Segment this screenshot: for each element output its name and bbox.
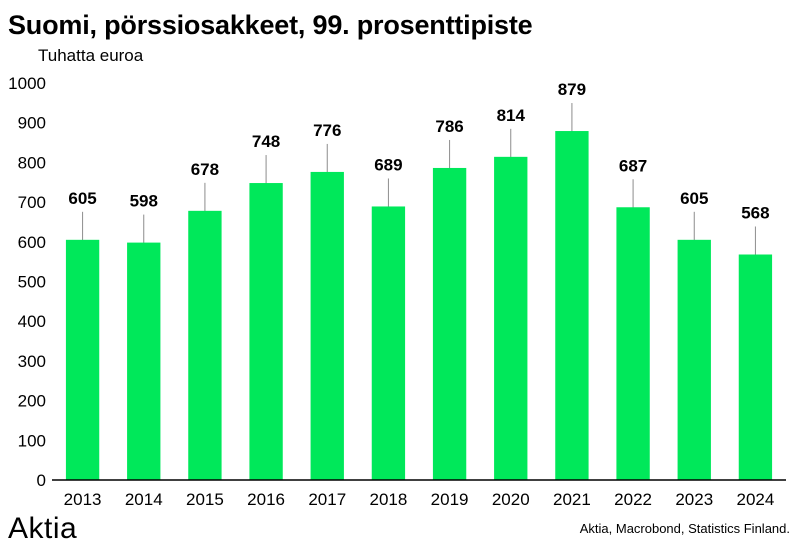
- bar: [616, 207, 650, 481]
- y-tick-label: 300: [18, 352, 46, 371]
- data-label: 786: [435, 117, 463, 136]
- x-tick-label: 2019: [431, 490, 469, 509]
- data-label: 598: [130, 192, 158, 211]
- y-tick-label: 500: [18, 273, 46, 292]
- x-tick-label: 2023: [675, 490, 713, 509]
- bar: [371, 206, 406, 481]
- bar: [738, 254, 773, 480]
- bar: [432, 167, 467, 480]
- y-axis-unit-label: Tuhatta euroa: [38, 46, 144, 65]
- x-tick-label: 2020: [492, 490, 530, 509]
- data-label-leaders: [82, 103, 756, 257]
- data-label: 687: [619, 156, 647, 175]
- y-tick-label: 200: [18, 392, 46, 411]
- bar: [127, 242, 161, 480]
- x-axis-ticks: 2013 2014 2015 2016 2017 2018 2019 2020 2021 2022…: [64, 490, 775, 509]
- bar-series: [65, 131, 773, 481]
- y-tick-label: 1000: [8, 74, 46, 93]
- x-tick-label: 2013: [64, 490, 102, 509]
- bar: [249, 183, 283, 480]
- x-tick-label: 2024: [737, 490, 775, 509]
- data-labels: 605 598 678 748 776 689 786 814 879 687 605 568: [68, 80, 769, 222]
- data-label: 605: [68, 189, 96, 208]
- data-label: 568: [741, 204, 769, 223]
- x-tick-label: 2022: [614, 490, 652, 509]
- bar: [188, 210, 222, 481]
- data-label: 776: [313, 121, 341, 140]
- bar: [310, 171, 344, 481]
- source-note: Aktia, Macrobond, Statistics Finland.: [579, 521, 790, 536]
- data-label: 689: [374, 155, 402, 174]
- data-label: 678: [191, 160, 219, 179]
- x-tick-label: 2015: [186, 490, 224, 509]
- y-tick-label: 900: [18, 114, 46, 133]
- y-tick-label: 100: [18, 431, 46, 450]
- aktia-logo: Aktia: [8, 512, 78, 545]
- y-tick-label: 600: [18, 233, 46, 252]
- y-tick-label: 800: [18, 153, 46, 172]
- x-tick-label: 2018: [370, 490, 408, 509]
- y-tick-label: 0: [37, 471, 46, 490]
- data-label: 879: [558, 80, 586, 99]
- bar: [677, 239, 711, 480]
- x-tick-label: 2017: [308, 490, 346, 509]
- x-tick-label: 2014: [125, 490, 163, 509]
- data-label: 605: [680, 189, 708, 208]
- chart-title: Suomi, pörssiosakkeet, 99. prosenttipist…: [8, 10, 533, 40]
- bar: [65, 239, 100, 480]
- data-label: 748: [252, 132, 280, 151]
- y-axis-ticks: 0 100 200 300 400 500 600 700 800 900 1000: [8, 74, 46, 490]
- bar: [494, 156, 528, 481]
- x-tick-label: 2016: [247, 490, 285, 509]
- y-tick-label: 400: [18, 312, 46, 331]
- y-tick-label: 700: [18, 193, 46, 212]
- bar: [555, 131, 589, 481]
- x-tick-label: 2021: [553, 490, 591, 509]
- data-label: 814: [497, 106, 526, 125]
